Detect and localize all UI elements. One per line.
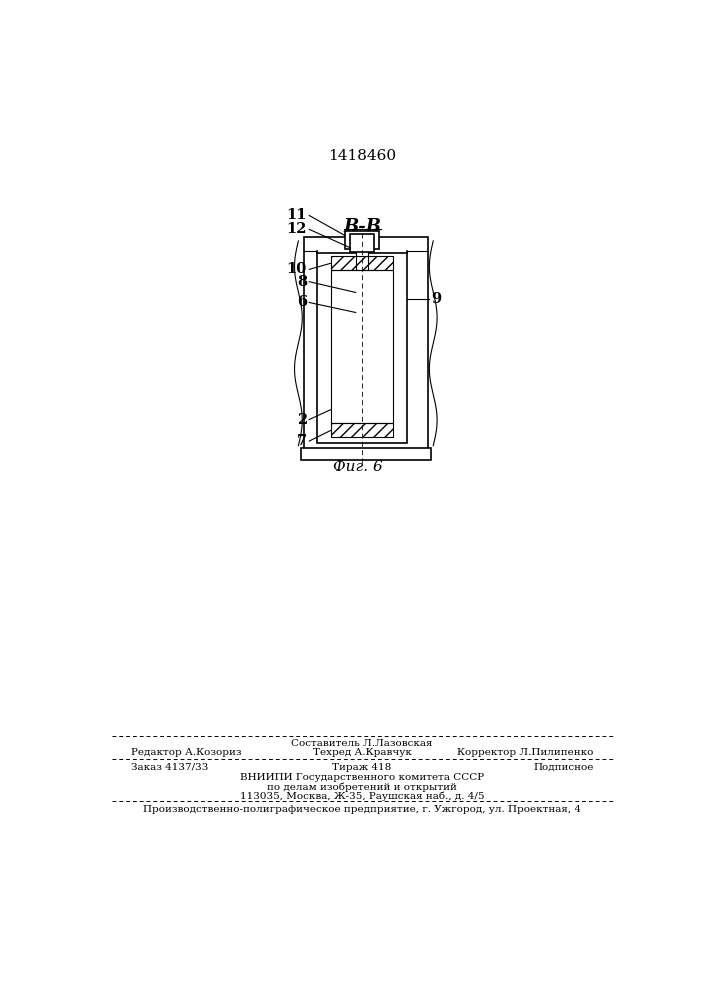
Text: 1418460: 1418460 [328,149,396,163]
Text: 7: 7 [297,434,307,448]
Bar [351,234,373,252]
Bar [317,253,407,443]
Text: 11: 11 [286,208,307,222]
Text: 2: 2 [297,413,307,427]
Bar [345,231,379,249]
Text: Редактор А.Козориз: Редактор А.Козориз [131,748,242,757]
Text: Тираж 418: Тираж 418 [332,763,392,772]
Bar [300,448,431,460]
Bar [304,237,428,450]
Text: 9: 9 [431,292,441,306]
Text: 6: 6 [297,295,307,309]
Bar [331,256,393,270]
Text: 12: 12 [286,222,307,236]
Text: 10: 10 [286,262,307,276]
Text: Подписное: Подписное [533,763,594,772]
Text: В-В: В-В [343,218,381,236]
Text: Фиг. 6: Фиг. 6 [333,460,383,474]
Text: Составитель Л.Лазовская: Составитель Л.Лазовская [291,739,433,748]
Text: ВНИИПИ Государственного комитета СССР: ВНИИПИ Государственного комитета СССР [240,773,484,782]
Bar [331,270,393,423]
Text: Производственно-полиграфическое предприятие, г. Ужгород, ул. Проектная, 4: Производственно-полиграфическое предприя… [143,805,581,814]
Text: Техред А.Кравчук: Техред А.Кравчук [312,748,411,757]
Text: Заказ 4137/33: Заказ 4137/33 [131,763,209,772]
Text: 113035, Москва, Ж-35, Раушская наб., д. 4/5: 113035, Москва, Ж-35, Раушская наб., д. … [240,791,484,801]
Bar [356,249,368,384]
Bar [331,423,393,437]
Text: 8: 8 [297,275,307,289]
Text: по делам изобретений и открытий: по делам изобретений и открытий [267,782,457,792]
Text: Корректор Л.Пилипенко: Корректор Л.Пилипенко [457,748,594,757]
